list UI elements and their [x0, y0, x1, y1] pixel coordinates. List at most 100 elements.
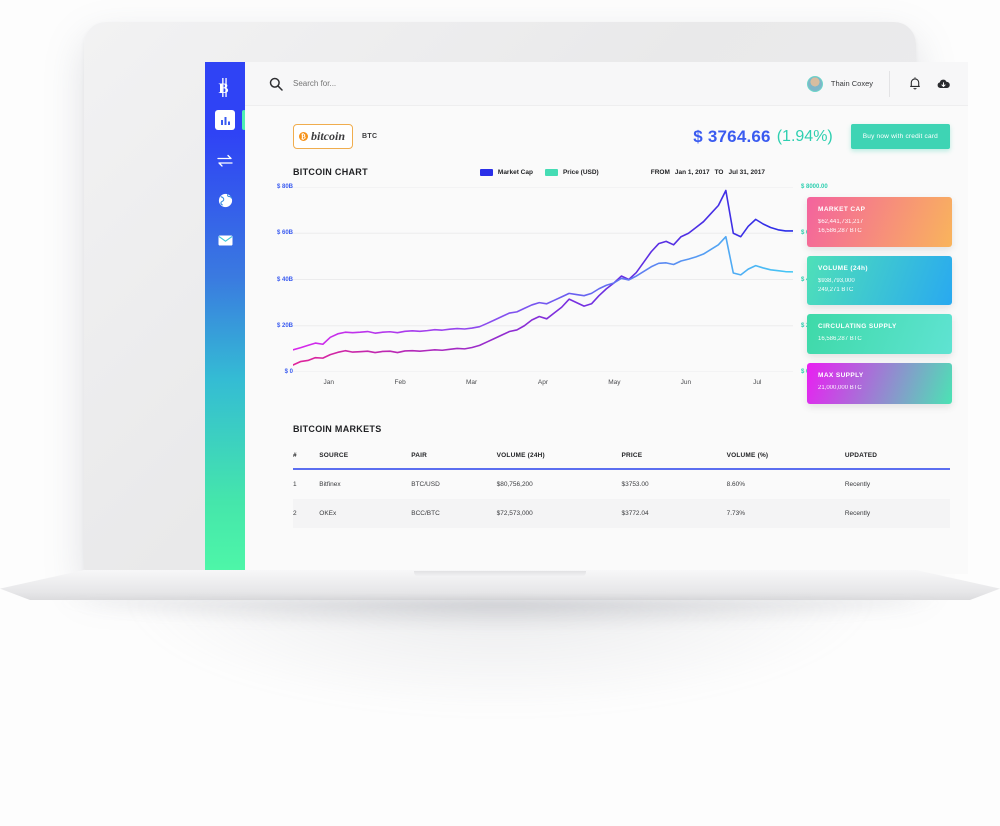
exchange-arrows-icon	[216, 151, 234, 169]
buy-now-button[interactable]: Buy now with credit card	[850, 124, 950, 149]
y-axis-left: $ 0 $ 20B $ 40B $ 60B $ 80B	[253, 184, 293, 375]
table-cell: Recently	[844, 510, 871, 517]
coin-header: ₿ bitcoin BTC $ 3764.66 (1.94%) Buy now …	[245, 106, 968, 149]
legend-label-market-cap: Market Cap	[497, 168, 533, 176]
table-cell: 8.60%	[726, 481, 746, 488]
chart-title: BITCOIN CHART	[293, 167, 368, 177]
x-tick: Mar	[465, 379, 478, 386]
x-tick: Jun	[680, 379, 692, 386]
sidebar-item-dashboard[interactable]	[205, 100, 246, 140]
stat-cards: MARKET CAP $62,441,731,217 16,586,287 BTC V…	[807, 197, 952, 413]
bitcoin-b-logo-icon: B	[213, 74, 237, 100]
main-content: ₿ bitcoin BTC $ 3764.66 (1.94%) Buy now …	[245, 106, 968, 574]
coin-badge[interactable]: ₿ bitcoin	[293, 124, 354, 149]
topbar-icons	[890, 77, 968, 91]
y-tick-left: $ 20B	[276, 322, 293, 329]
table-cell: Bitfinex	[319, 481, 341, 488]
table-column-header[interactable]: VOLUME (%)	[726, 452, 769, 459]
laptop-screen: B	[205, 62, 968, 574]
x-axis: Jan Feb Mar Apr May Jun Jul	[293, 379, 793, 386]
coin-logo-text: bitcoin	[311, 129, 346, 143]
bell-icon[interactable]	[908, 77, 921, 91]
table-cell: 1	[293, 481, 297, 488]
search-input[interactable]	[293, 79, 513, 88]
y-tick-left: $ 0	[284, 369, 293, 375]
markets-table-body: 1 Bitfinex BTC/USD $80,756,200 $3753.00 8.60%…	[293, 469, 950, 528]
legend-swatch-price	[544, 168, 558, 176]
stat-card-title: CIRCULATING SUPPLY	[818, 323, 897, 331]
table-cell: 2	[293, 510, 297, 517]
series-line-price	[293, 235, 793, 351]
laptop-base-shadow	[60, 600, 940, 630]
price-block: $ 3764.66 (1.94%) Buy now with credit ca…	[693, 124, 968, 149]
chart-legend: Market Cap Price (USD)	[479, 168, 599, 176]
sidebar-item-global[interactable]	[205, 180, 245, 220]
legend-label-price: Price (USD)	[562, 168, 599, 176]
user-name: Thain Coxey	[830, 79, 873, 88]
table-column-header[interactable]: VOLUME (24H)	[496, 452, 545, 459]
chart-header: BITCOIN CHART Market Cap Price (USD) FRO…	[245, 149, 968, 177]
stat-card-value: 16,586,287 BTC	[818, 228, 862, 235]
table-row[interactable]: 2 OKEx BCC/BTC $72,573,000 $3772.04 7.73% Rece…	[293, 499, 950, 528]
avatar	[806, 75, 823, 92]
stat-card-value: 16,586,287 BTC	[818, 336, 862, 343]
chart-plot	[293, 187, 793, 372]
chart-area: $ 0 $ 20B $ 40B $ 60B $ 80B	[245, 184, 968, 404]
table-cell: $72,573,000	[496, 510, 533, 517]
markets-table: # SOURCE PAIR VOLUME (24H) PRICE VOLUME (%) UP…	[293, 452, 950, 528]
table-column-header[interactable]: PRICE	[621, 452, 643, 459]
legend-item-price: Price (USD)	[544, 168, 599, 176]
x-tick: Jul	[753, 379, 762, 386]
table-column-header[interactable]: #	[293, 452, 297, 459]
stat-card[interactable]: VOLUME (24h) $938,793,000 249,271 BTC	[807, 255, 952, 306]
range-from-label: FROM	[650, 168, 670, 176]
cloud-download-icon[interactable]	[937, 77, 950, 91]
table-cell: BCC/BTC	[411, 510, 440, 517]
laptop-lid: B	[84, 22, 968, 574]
sidebar-item-exchange[interactable]	[205, 140, 245, 180]
markets-section: BITCOIN MARKETS # SOURCE PAIR VOLUME (24H) P…	[245, 402, 968, 528]
markets-table-head: # SOURCE PAIR VOLUME (24H) PRICE VOLUME (%) UP…	[293, 452, 950, 469]
laptop-base	[0, 570, 1000, 630]
range-to-label: TO	[714, 168, 724, 176]
stat-card[interactable]: MAX SUPPLY 21,000,000 BTC	[807, 363, 952, 404]
topbar: Thain Coxey	[245, 62, 968, 106]
y-tick-left: $ 60B	[276, 230, 293, 237]
bitcoin-mark-icon: ₿	[299, 132, 308, 141]
table-header-row: # SOURCE PAIR VOLUME (24H) PRICE VOLUME (%) UP…	[293, 452, 950, 469]
search-bar[interactable]	[269, 77, 807, 91]
stat-card-value: $938,793,000	[818, 277, 855, 284]
svg-text:B: B	[218, 81, 228, 97]
x-tick: May	[608, 379, 621, 386]
stat-card-value: 249,271 BTC	[818, 286, 854, 293]
table-cell: 7.73%	[726, 510, 746, 517]
table-column-header[interactable]: UPDATED	[844, 452, 878, 459]
bar-chart-icon	[215, 110, 235, 130]
floor-shadow	[120, 595, 880, 715]
legend-swatch-market-cap	[479, 168, 493, 176]
y-tick-left: $ 40B	[276, 276, 293, 283]
stat-card-value: 21,000,000 BTC	[818, 385, 862, 392]
stat-card-title: MARKET CAP	[818, 206, 866, 213]
date-range[interactable]: FROM Jan 1, 2017 TO Jul 31, 2017	[651, 169, 765, 176]
table-cell: Recently	[844, 481, 871, 488]
table-column-header[interactable]: SOURCE	[319, 452, 349, 459]
table-cell: $3753.00	[621, 481, 649, 488]
table-cell: $80,756,200	[496, 481, 533, 488]
stat-card-value: $62,441,731,217	[818, 219, 864, 225]
user-menu[interactable]: Thain Coxey	[806, 70, 890, 97]
globe-icon	[216, 191, 234, 209]
y-tick-right: $ 8000.00	[801, 184, 828, 190]
x-tick: Jan	[323, 379, 334, 386]
sidebar-item-messages[interactable]	[205, 220, 245, 260]
sidebar: B	[205, 62, 246, 574]
series-line-market-cap	[293, 189, 793, 366]
range-from-value: Jan 1, 2017	[674, 168, 710, 176]
table-row[interactable]: 1 Bitfinex BTC/USD $80,756,200 $3753.00 8.60%…	[293, 469, 950, 499]
y-tick-left: $ 80B	[276, 184, 293, 190]
envelope-icon	[216, 231, 234, 249]
stat-card[interactable]: MARKET CAP $62,441,731,217 16,586,287 BTC	[807, 197, 952, 247]
stat-card[interactable]: CIRCULATING SUPPLY 16,586,287 BTC	[807, 314, 952, 355]
table-column-header[interactable]: PAIR	[411, 452, 428, 459]
